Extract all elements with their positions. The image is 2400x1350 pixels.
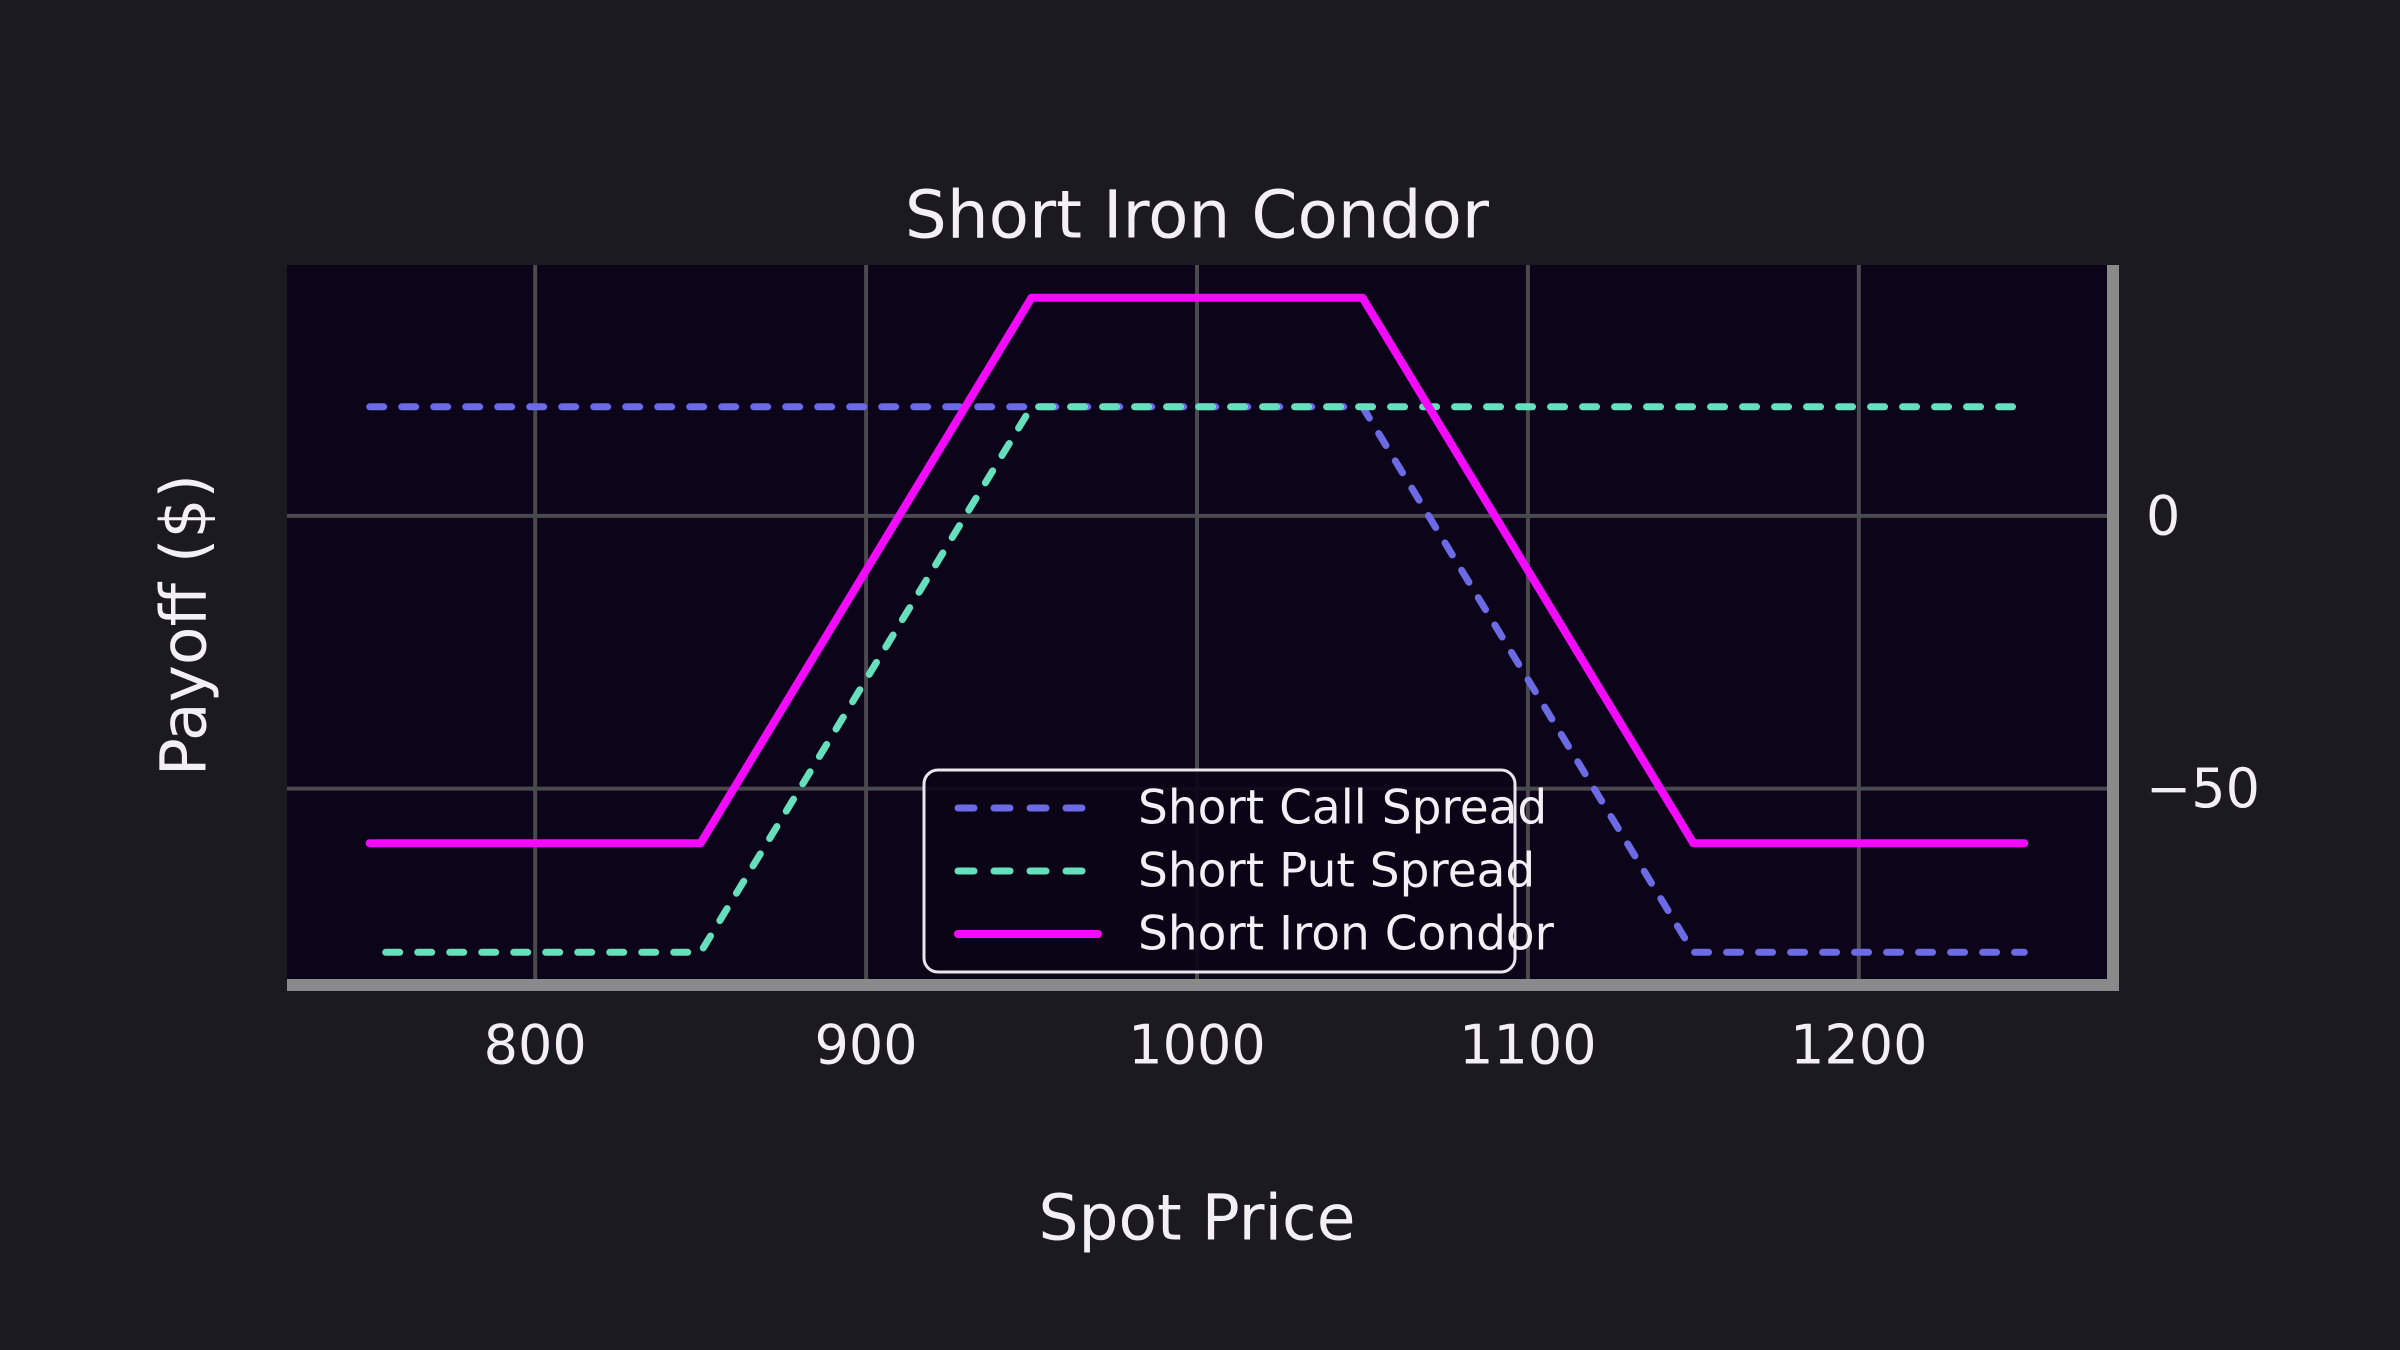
legend-label-short-put-spread: Short Put Spread (1138, 844, 1535, 899)
series-short-iron-condor (365, 293, 2029, 848)
x-tick-labels: 800 900 1000 1100 1200 (484, 1014, 1928, 1077)
legend-item-short-put-spread: Short Put Spread (954, 844, 1535, 899)
chart-title: Short Iron Condor (905, 177, 1490, 254)
series-short-call-spread (366, 403, 2028, 956)
legend-item-short-call-spread: Short Call Spread (954, 781, 1547, 836)
y-tick-label--50: −50 (2146, 757, 2260, 820)
x-tick-label-800: 800 (484, 1014, 587, 1077)
x-axis-spine (287, 979, 2119, 991)
x-tick-label-1100: 1100 (1459, 1014, 1596, 1077)
y-axis-label: Payoff ($) (148, 474, 221, 776)
legend-box (922, 768, 1517, 974)
series-short-put-spread (366, 403, 2028, 956)
y-tick-labels: 0 −50 (2146, 484, 2260, 820)
legend: Short Call Spread Short Put Spread Short… (922, 768, 1555, 974)
x-tick-label-1000: 1000 (1128, 1014, 1265, 1077)
legend-label-short-call-spread: Short Call Spread (1138, 781, 1547, 836)
legend-label-short-iron-condor: Short Iron Condor (1138, 907, 1555, 962)
legend-item-short-iron-condor: Short Iron Condor (954, 907, 1555, 962)
series-group (365, 293, 2029, 956)
x-tick-label-1200: 1200 (1790, 1014, 1927, 1077)
y-axis-spine-right (2107, 265, 2119, 991)
x-tick-label-900: 900 (815, 1014, 918, 1077)
y-tick-label-0: 0 (2146, 484, 2180, 547)
x-axis-label: Spot Price (1039, 1182, 1356, 1255)
